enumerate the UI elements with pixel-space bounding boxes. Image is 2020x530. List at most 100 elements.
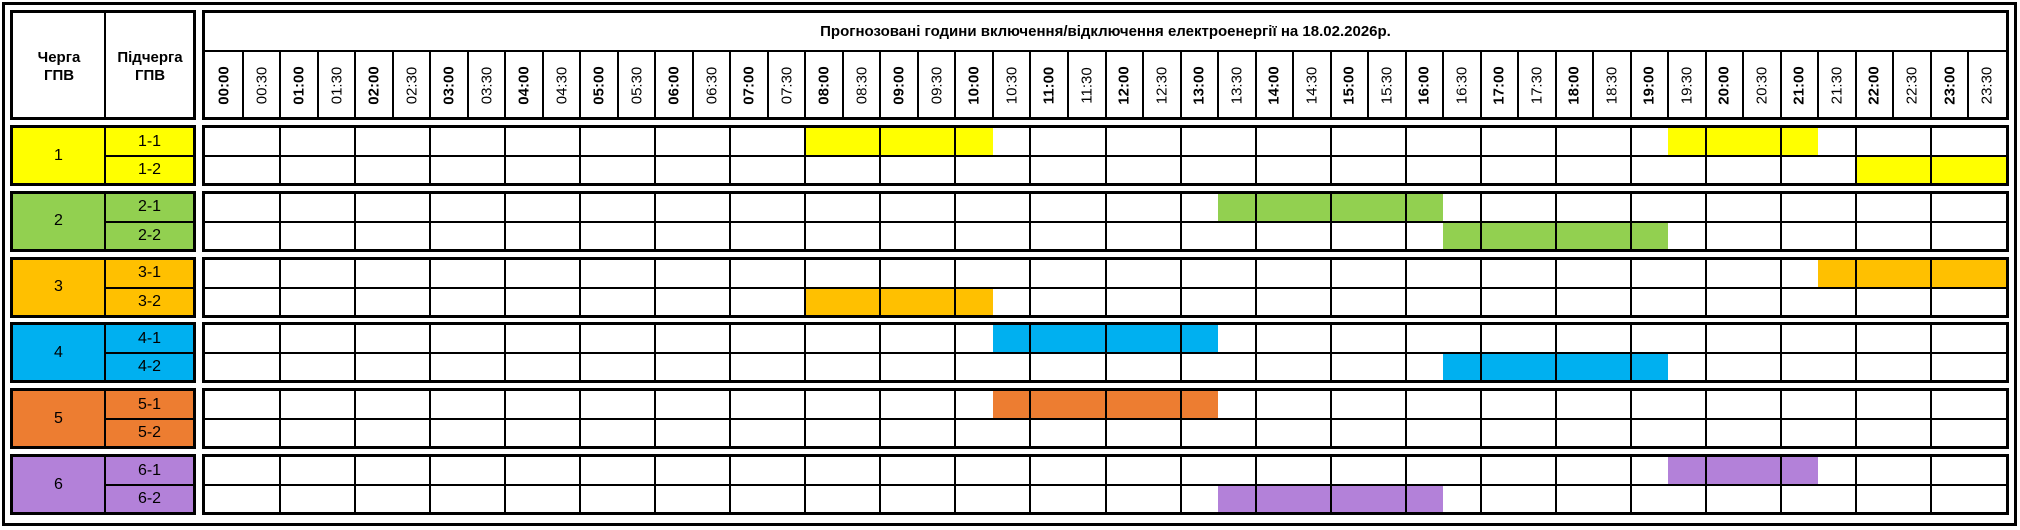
time-column-header: 11:00 xyxy=(1030,53,1068,117)
queue-label: 6 xyxy=(54,475,63,493)
time-label: 08:30 xyxy=(853,66,871,104)
time-label: 23:00 xyxy=(1941,65,1959,105)
queue-group-1: 1 1-1 1-2 xyxy=(10,125,196,186)
time-column-header: 09:00 xyxy=(880,53,918,117)
subqueue-label: 5-2 xyxy=(137,424,162,442)
time-label: 12:00 xyxy=(1115,65,1133,105)
time-label: 03:00 xyxy=(440,65,458,105)
time-label: 19:30 xyxy=(1678,66,1696,104)
time-label: 14:00 xyxy=(1265,65,1283,105)
time-label: 21:30 xyxy=(1828,66,1846,104)
queue-group-5: 5 5-1 5-2 xyxy=(10,388,196,450)
schedule-title: Прогнозовані години включення/відключенн… xyxy=(820,23,1391,40)
time-label: 00:00 xyxy=(215,65,233,105)
queue-label: 3 xyxy=(54,278,63,296)
time-column-header: 07:00 xyxy=(730,53,768,117)
time-label: 13:30 xyxy=(1228,66,1246,104)
outage-block-1-1 xyxy=(1668,128,1819,155)
subqueue-label: 6-1 xyxy=(137,461,162,479)
time-label: 07:00 xyxy=(740,65,758,105)
time-column-header: 01:30 xyxy=(318,53,356,117)
time-column-header: 02:30 xyxy=(393,53,431,117)
time-column-header: 19:00 xyxy=(1631,53,1669,117)
time-label: 03:30 xyxy=(477,66,495,104)
queue-header: Черга ГПВ xyxy=(37,49,81,84)
time-column-header: 20:30 xyxy=(1743,53,1781,117)
time-label: 19:00 xyxy=(1641,65,1659,105)
time-column-header: 12:30 xyxy=(1143,53,1181,117)
time-column-header: 03:00 xyxy=(430,53,468,117)
time-column-header: 18:00 xyxy=(1556,53,1594,117)
schedule-grid-group-3 xyxy=(202,256,2009,318)
time-header: Прогнозовані години включення/відключенн… xyxy=(202,10,2009,120)
time-label: 06:30 xyxy=(703,66,721,104)
queue-group-3: 3 3-1 3-2 xyxy=(10,256,196,318)
time-column-header: 16:00 xyxy=(1406,53,1444,117)
time-column-header: 03:30 xyxy=(468,53,506,117)
schedule-grid-group-6 xyxy=(202,454,2009,515)
subqueue-label: 4-2 xyxy=(137,358,162,376)
time-label: 18:00 xyxy=(1566,65,1584,105)
time-column-header: 11:30 xyxy=(1068,53,1106,117)
time-label: 14:30 xyxy=(1303,66,1321,104)
subqueue-label: 1-1 xyxy=(137,132,162,150)
time-label: 07:30 xyxy=(778,66,796,104)
time-column-header: 22:00 xyxy=(1856,53,1894,117)
time-label: 22:30 xyxy=(1903,66,1921,104)
schedule-grid-group-1 xyxy=(202,125,2009,186)
time-label: 04:30 xyxy=(552,66,570,104)
time-column-header: 21:00 xyxy=(1781,53,1819,117)
time-label: 22:00 xyxy=(1866,65,1884,105)
time-label: 08:00 xyxy=(815,65,833,105)
subqueue-label: 3-2 xyxy=(137,292,162,310)
queue-label: 1 xyxy=(54,146,63,164)
time-label: 09:00 xyxy=(890,65,908,105)
time-column-header: 06:00 xyxy=(655,53,693,117)
time-column-header: 01:00 xyxy=(280,53,318,117)
time-column-header: 20:00 xyxy=(1706,53,1744,117)
time-label: 02:30 xyxy=(402,66,420,104)
time-label: 00:30 xyxy=(252,66,270,104)
time-column-header: 08:30 xyxy=(843,53,881,117)
time-column-header: 17:00 xyxy=(1481,53,1519,117)
time-column-header: 21:30 xyxy=(1818,53,1856,117)
time-label: 11:00 xyxy=(1040,66,1058,104)
queue-group-6: 6 6-1 6-2 xyxy=(10,454,196,515)
time-label: 18:30 xyxy=(1603,66,1621,104)
time-label: 16:30 xyxy=(1453,66,1471,104)
subqueue-label: 5-1 xyxy=(137,395,162,413)
time-column-header: 06:30 xyxy=(693,53,731,117)
time-label: 06:00 xyxy=(665,65,683,105)
time-column-header: 05:30 xyxy=(618,53,656,117)
outage-block-1-1 xyxy=(805,128,993,155)
time-column-header: 22:30 xyxy=(1893,53,1931,117)
outage-block-6-1 xyxy=(1668,457,1819,484)
time-column-header: 08:00 xyxy=(805,53,843,117)
time-label: 05:00 xyxy=(590,65,608,105)
time-column-header: 14:30 xyxy=(1293,53,1331,117)
time-label: 09:30 xyxy=(928,66,946,104)
time-label: 05:30 xyxy=(627,66,645,104)
subqueue-label: 2-2 xyxy=(137,226,162,244)
time-column-header: 02:00 xyxy=(355,53,393,117)
schedule-grid-group-5 xyxy=(202,388,2009,450)
time-label: 20:00 xyxy=(1716,65,1734,105)
time-column-header: 14:00 xyxy=(1256,53,1294,117)
time-column-header: 00:00 xyxy=(205,53,243,117)
queue-label: 5 xyxy=(54,409,63,427)
queue-label: 4 xyxy=(54,343,63,361)
time-label: 10:00 xyxy=(965,65,983,105)
time-column-header: 15:00 xyxy=(1331,53,1369,117)
time-column-header: 13:30 xyxy=(1218,53,1256,117)
queue-group-4: 4 4-1 4-2 xyxy=(10,322,196,384)
time-column-header: 04:00 xyxy=(505,53,543,117)
time-label: 17:30 xyxy=(1528,66,1546,104)
left-header: Черга ГПВ Підчерга ГПВ xyxy=(10,10,196,120)
time-column-header: 00:30 xyxy=(243,53,281,117)
time-column-header: 18:30 xyxy=(1593,53,1631,117)
queue-label: 2 xyxy=(54,212,63,230)
time-label: 10:30 xyxy=(1003,66,1021,104)
queue-group-2: 2 2-1 2-2 xyxy=(10,190,196,252)
schedule-grid-group-4 xyxy=(202,322,2009,384)
